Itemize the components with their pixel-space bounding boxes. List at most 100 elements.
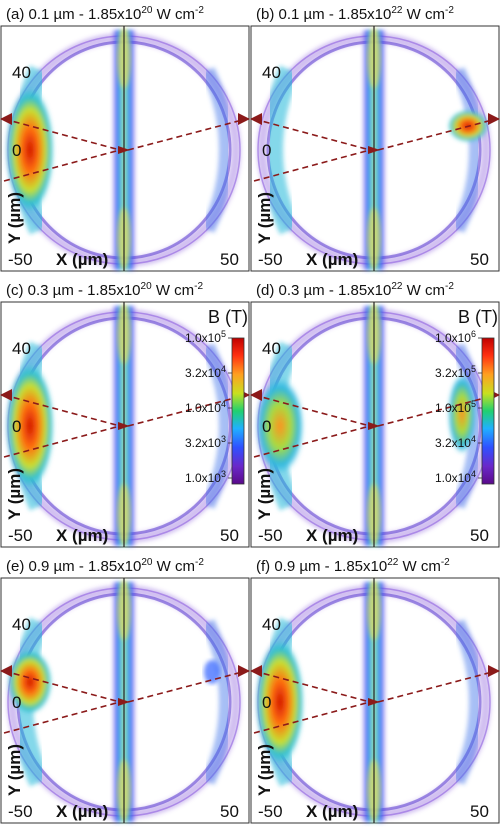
laser-path-left-upper	[3, 394, 121, 427]
colorbar-tick-label: 3.2x103	[185, 434, 226, 450]
right-arc-band	[451, 619, 483, 785]
plot-frame	[250, 25, 500, 272]
panel-c: (c) 0.3 µm - 1.85x1020 W cm-2 40 0 -50 50 X (…	[0, 281, 250, 548]
arrowhead-left	[250, 389, 262, 401]
laser-arrows	[0, 113, 250, 182]
colorbar-tick-label: 1.0x104	[435, 469, 476, 485]
y-tick-label: 0	[262, 417, 271, 436]
x-tick-label: 50	[470, 250, 489, 269]
laser-path-right	[127, 670, 247, 703]
laser-arrows	[250, 113, 500, 182]
arrowhead-left	[0, 665, 12, 677]
arrowhead-center	[118, 146, 130, 154]
laser-arrows	[250, 665, 500, 734]
plot-frame	[250, 577, 500, 824]
panel-title: (c) 0.3 µm - 1.85x1020 W cm-2	[6, 281, 203, 299]
colorbar: B (T) 1.0x106 3.2x105 1.0x105 3.2x104 1.0x104	[435, 307, 498, 485]
colorbar-tick-label: 3.2x104	[435, 434, 476, 450]
plot-frame	[0, 577, 250, 824]
panel-d: (d) 0.3 µm - 1.85x1022 W cm-2 40 0 -50 50 X (…	[250, 281, 500, 548]
arrowhead-left	[0, 113, 12, 125]
x-axis-label: X (µm)	[306, 526, 358, 545]
arrowhead-left	[250, 665, 262, 677]
y-tick-label: 0	[12, 693, 21, 712]
x-tick-label: 50	[220, 802, 239, 821]
y-tick-label: 40	[262, 339, 281, 358]
arrowhead-right	[488, 665, 500, 677]
hotspot-secondary	[204, 660, 220, 684]
x-axis-label: X (µm)	[56, 250, 108, 269]
y-tick-label: 0	[262, 141, 271, 160]
hotspot	[6, 88, 54, 212]
laser-path-left-lower	[3, 149, 121, 182]
laser-path-right	[127, 118, 247, 151]
panel-title: (b) 0.1 µm - 1.85x1022 W cm-2	[256, 5, 454, 23]
hotspot	[6, 364, 54, 488]
x-tick-label: 50	[220, 526, 239, 545]
colorbar-tick-label: 3.2x105	[435, 364, 476, 380]
colorbar-tick-label: 1.0x103	[185, 469, 226, 485]
colorbar-tick-label: 1.0x105	[435, 399, 476, 415]
laser-path-left-upper	[3, 670, 121, 703]
y-tick-label: -50	[258, 250, 283, 269]
hotspot	[256, 640, 304, 764]
laser-path-right	[377, 118, 497, 151]
laser-path-left-upper	[253, 118, 371, 151]
y-axis-label: Y (µm)	[255, 192, 274, 244]
y-tick-label: 0	[12, 417, 21, 436]
arrowhead-center	[368, 146, 380, 154]
right-arc-band	[451, 67, 483, 233]
y-tick-label: -50	[8, 526, 33, 545]
hotspot	[256, 378, 304, 474]
x-axis-label: X (µm)	[56, 802, 108, 821]
y-tick-label: -50	[258, 526, 283, 545]
laser-path-right	[377, 670, 497, 703]
y-tick-label: 40	[262, 63, 281, 82]
y-tick-label: -50	[8, 802, 33, 821]
colorbar-tick-label: 1.0x104	[185, 399, 226, 415]
y-axis-label: Y (µm)	[255, 744, 274, 796]
right-arc-band	[201, 619, 233, 785]
panel-title: (a) 0.1 µm - 1.85x1020 W cm-2	[6, 5, 204, 23]
field-map	[256, 302, 491, 547]
laser-path-left-lower	[253, 149, 371, 182]
laser-arrows	[0, 665, 250, 734]
y-tick-label: 40	[262, 615, 281, 634]
colorbar-tick-label: 1.0x105	[185, 329, 226, 345]
y-axis-label: Y (µm)	[5, 192, 24, 244]
panel-title: (f) 0.9 µm - 1.85x1022 W cm-2	[256, 557, 450, 575]
panel-f: (f) 0.9 µm - 1.85x1022 W cm-2 40 0 -50 50 X (…	[250, 557, 500, 824]
arrowhead-center	[368, 422, 380, 430]
y-axis-label: Y (µm)	[5, 468, 24, 520]
field-map	[6, 26, 241, 271]
colorbar-title: B (T)	[458, 307, 498, 327]
laser-path-left-upper	[253, 670, 371, 703]
x-axis-label: X (µm)	[306, 802, 358, 821]
panel-a: (a) 0.1 µm - 1.85x1020 W cm-2 40 0 -50 50 X (…	[0, 5, 250, 272]
arrowhead-center	[118, 698, 130, 706]
y-tick-label: 40	[12, 615, 31, 634]
arrowhead-left	[250, 113, 262, 125]
y-tick-label: 40	[12, 339, 31, 358]
panel-title: (e) 0.9 µm - 1.85x1020 W cm-2	[6, 557, 204, 575]
y-tick-label: -50	[8, 250, 33, 269]
laser-path-left-lower	[3, 425, 121, 458]
right-arc-band	[201, 343, 233, 509]
plot-frame	[0, 25, 250, 272]
panel-e: (e) 0.9 µm - 1.85x1020 W cm-2 40 0 -50 50 X (…	[0, 557, 250, 824]
field-map	[257, 26, 491, 271]
arrowhead-right	[238, 113, 250, 125]
panel-title: (d) 0.3 µm - 1.85x1022 W cm-2	[256, 281, 454, 299]
y-tick-label: 0	[262, 693, 271, 712]
plot-frame	[0, 301, 250, 548]
arrowhead-center	[118, 422, 130, 430]
laser-path-left-lower	[253, 425, 371, 458]
y-tick-label: 40	[12, 63, 31, 82]
x-tick-label: 50	[470, 526, 489, 545]
left-arc-band	[261, 65, 301, 235]
y-axis-label: Y (µm)	[255, 468, 274, 520]
x-axis-label: X (µm)	[56, 526, 108, 545]
colorbar-title: B (T)	[208, 307, 248, 327]
y-axis-label: Y (µm)	[5, 744, 24, 796]
